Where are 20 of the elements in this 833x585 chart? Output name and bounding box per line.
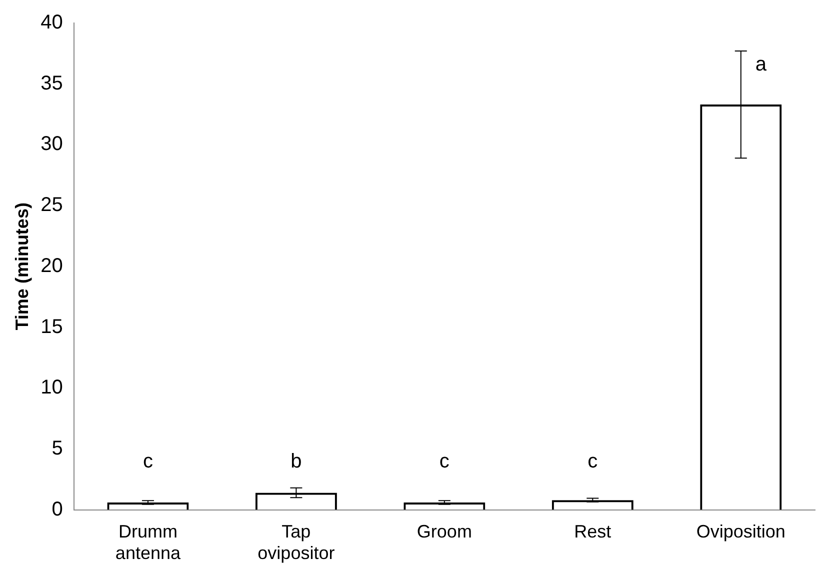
x-tick-label: Oviposition [696,522,786,542]
y-tick-label: 40 [40,12,63,34]
annotation: c [439,450,450,472]
x-tick-label: Drumm antenna [115,522,182,564]
x-tick-label: Rest [574,522,612,542]
annotation: c [142,450,153,472]
annotation: c [588,450,598,472]
y-tick-label: 15 [40,316,63,338]
x-tick-label: Groom [416,522,472,542]
y-tick-label: 5 [52,437,63,460]
y-tick-label: 20 [40,254,63,277]
y-tick-label: 10 [40,376,63,399]
annotation: b [290,450,302,472]
annotation: a [755,54,768,76]
y-tick-label: 0 [52,498,63,520]
y-axis-title: Time (minutes) [12,202,32,330]
y-tick-label: 30 [40,133,63,156]
x-tick-label: Tap ovipositor [258,522,335,564]
y-tick-label: 25 [40,194,63,216]
y-tick-label: 35 [40,72,63,94]
